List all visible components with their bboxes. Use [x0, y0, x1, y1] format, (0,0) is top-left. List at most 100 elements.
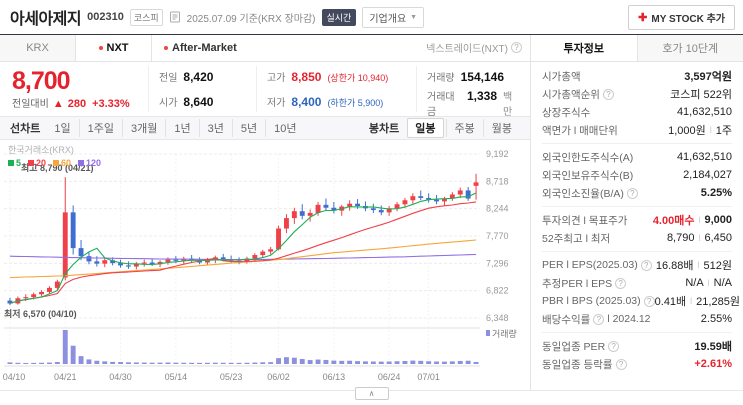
quote-cell: 저가 8,400 (하한가 5,900): [267, 92, 406, 111]
svg-text:04/30: 04/30: [109, 372, 132, 382]
info-row: 외국인소진율(B/A)? 5.25%: [542, 184, 732, 202]
info-value-2: 1주: [715, 125, 732, 137]
candle-tab-일봉[interactable]: 일봉: [407, 118, 444, 139]
info-value: 1,000원: [668, 125, 706, 137]
nextrade-label: 넥스트레이드(NXT)?: [426, 35, 530, 61]
sidebar-tab-투자정보[interactable]: 투자정보: [531, 35, 637, 61]
info-value: 41,632,510: [676, 106, 732, 118]
info-value-2: N/A: [713, 277, 732, 289]
my-stock-add-button[interactable]: ✚ MY STOCK 추가: [628, 4, 735, 30]
quote-column: 전일 8,420 시가 8,640: [148, 65, 256, 112]
quote-date: 2025.07.09 기준(KRX 장마감): [186, 13, 316, 25]
quote-limit: (하한가 5,900): [327, 97, 384, 108]
info-group: 외국인한도주식수(A) 41,632,510 외국인보유주식수(B) 2,184,02…: [542, 144, 732, 207]
info-icon[interactable]: ?: [640, 259, 652, 271]
market-tab-nxt[interactable]: NXT: [76, 35, 152, 61]
info-row: 투자의견 l 목표주가 4.00매수 l 9,000: [542, 211, 732, 229]
info-row: 시가총액 3,597억원: [542, 67, 732, 85]
info-label: 외국인한도주식수(A): [542, 151, 634, 164]
change-value: 280: [67, 97, 87, 110]
period-tab-1주일[interactable]: 1주일: [78, 119, 122, 138]
info-row: 외국인보유주식수(B) 2,184,027: [542, 166, 732, 184]
info-value: 41,632,510: [676, 151, 732, 163]
info-values: 16.88배 l 512원: [656, 257, 732, 273]
period-tab-1일[interactable]: 1일: [54, 123, 71, 136]
quote-value: 154,146: [460, 69, 504, 84]
period-tab-3년[interactable]: 3년: [198, 119, 232, 138]
info-icon[interactable]: ?: [602, 88, 614, 100]
info-label: 동일업종 등락률?: [542, 357, 627, 372]
info-label: 상장주식수: [542, 106, 591, 119]
svg-text:최고 8,790 (04/21): 최고 8,790 (04/21): [21, 162, 94, 173]
info-value: 2.55%: [700, 313, 732, 325]
chart-area: 9,192 8,718 8,244 7,770 7,296 6,822 6,348 04/10…: [0, 140, 530, 390]
price-volume-chart[interactable]: 9,192 8,718 8,244 7,770 7,296 6,822 6,348 04/10…: [0, 140, 530, 390]
report-icon[interactable]: [169, 11, 181, 23]
info-row: 시가총액순위? 코스피 522위: [542, 85, 732, 103]
value-separator: l: [698, 215, 701, 225]
period-tab-1년[interactable]: 1년: [165, 119, 198, 138]
price-change-row: 전일대비 ▲ 280 +3.33%: [12, 95, 148, 110]
info-label: 시가총액순위?: [542, 87, 614, 102]
info-values: 코스피 522위: [670, 86, 732, 102]
svg-text:04/21: 04/21: [54, 372, 77, 382]
market-tab-krx[interactable]: KRX: [0, 35, 76, 61]
stock-name: 아세아제지: [10, 11, 82, 28]
info-value: 0.41배: [654, 296, 687, 308]
info-value: 2,184,027: [683, 169, 732, 181]
after-market-indicator: After-Market: [164, 35, 237, 61]
value-separator: l: [698, 233, 701, 243]
quote-label: 시가: [159, 97, 178, 109]
quote-column: 거래량 154,146 거래대금 1,338 백만: [416, 65, 530, 118]
stock-header: 아세아제지 002310 코스피 2025.07.09 기준(KRX 장마감) …: [0, 0, 743, 34]
info-row: 추정PER l EPS? N/A l N/A: [542, 274, 732, 292]
company-overview-dropdown[interactable]: 기업개요 ▼: [362, 6, 425, 28]
info-values: 19.59배: [694, 338, 732, 354]
candle-tab-주봉[interactable]: 주봉: [445, 119, 483, 138]
info-row: PBR l BPS (2025.03)? 0.41배 l 21,285원: [542, 292, 740, 310]
info-value: N/A: [685, 277, 704, 289]
period-tab-5년[interactable]: 5년: [231, 119, 265, 138]
value-separator: l: [707, 278, 710, 288]
info-icon[interactable]: ?: [608, 340, 620, 352]
info-icon[interactable]: ?: [626, 187, 638, 199]
period-tab-3개월[interactable]: 3개월: [121, 119, 165, 138]
sidebar-tab-bar: 투자정보 호가 10단계: [531, 35, 743, 62]
chart-panel: KRX NXT After-Market 넥스트레이드(NXT)? 8,700 전일대…: [0, 35, 530, 390]
chevron-up-icon[interactable]: ∧: [354, 387, 389, 400]
svg-text:8,718: 8,718: [486, 176, 509, 186]
candle-tabs: 일봉 주봉 월봉: [405, 118, 520, 139]
quote-cell: 전일 8,420: [159, 67, 246, 86]
info-label: PBR l BPS (2025.03)?: [542, 295, 655, 307]
info-icon[interactable]: ?: [593, 313, 605, 325]
quote-summary: 8,700 전일대비 ▲ 280 +3.33% 전일 8,420 시가 8,640 고가…: [0, 62, 530, 118]
content-area: KRX NXT After-Market 넥스트레이드(NXT)? 8,700 전일대…: [0, 34, 743, 390]
info-icon[interactable]: ?: [643, 295, 655, 307]
info-row: 동일업종 PER? 19.59배: [542, 337, 732, 355]
candle-tab-월봉[interactable]: 월봉: [482, 119, 520, 138]
info-value: 4.00매수: [652, 215, 695, 227]
sidebar-tab-호가 10단계[interactable]: 호가 10단계: [636, 35, 743, 61]
info-value: 8,790: [666, 232, 695, 244]
period-tab-10년[interactable]: 10년: [265, 119, 304, 138]
value-separator: l: [690, 296, 693, 306]
info-values: 8,790 l 6,450: [667, 232, 732, 244]
company-overview-label: 기업개요: [369, 13, 407, 25]
info-value-2: 6,450: [704, 232, 732, 244]
chart-toolbar: 선차트 1일 1주일 3개월 1년 3년 5년 10년 봉차트 일봉 주봉 월봉: [0, 116, 530, 140]
my-stock-label: MY STOCK 추가: [651, 13, 725, 25]
info-values: 0.41배 l 21,285원: [655, 293, 740, 309]
info-icon[interactable]: ?: [615, 277, 627, 289]
market-badge: 코스피: [129, 8, 163, 26]
info-value-2: 9,000: [704, 214, 732, 226]
info-label: 배당수익률? l 2024.12: [542, 313, 651, 326]
info-label: 투자의견 l 목표주가: [542, 214, 628, 227]
quote-cell: 거래대금 1,338 백만: [427, 86, 520, 120]
quote-label: 거래량: [427, 72, 455, 84]
help-icon[interactable]: ?: [511, 42, 522, 54]
info-icon[interactable]: ?: [615, 358, 627, 370]
info-value: +2.61%: [694, 358, 732, 370]
info-group: 투자의견 l 목표주가 4.00매수 l 9,000 52주최고 l 최저 8,790 l 6…: [542, 207, 732, 252]
info-row: 액면가 l 매매단위 1,000원 l 1주: [542, 121, 732, 139]
